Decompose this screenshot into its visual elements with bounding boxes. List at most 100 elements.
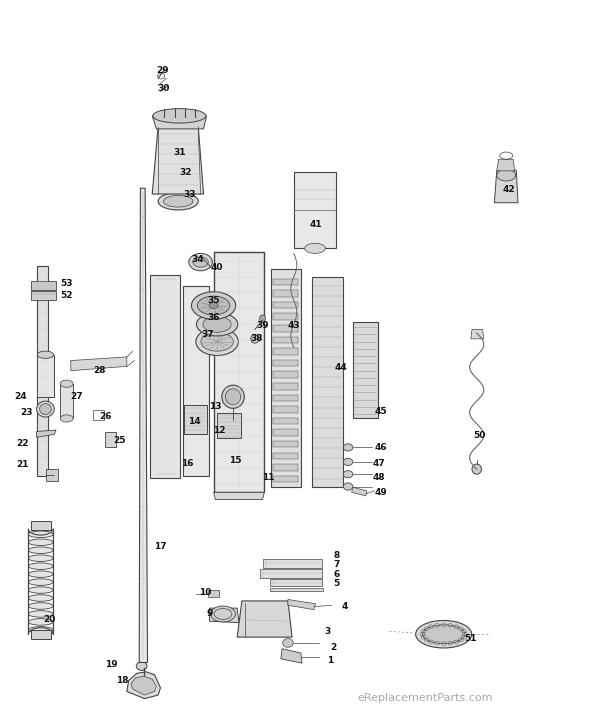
Bar [273, 441, 298, 447]
Ellipse shape [37, 351, 54, 358]
Text: 37: 37 [201, 330, 214, 339]
Text: 2: 2 [330, 644, 336, 652]
Polygon shape [150, 275, 180, 478]
Ellipse shape [422, 625, 465, 644]
Bar [273, 476, 298, 482]
Ellipse shape [343, 483, 353, 490]
Ellipse shape [163, 195, 193, 207]
Text: 50: 50 [473, 432, 485, 440]
Ellipse shape [251, 334, 259, 343]
Text: 22: 22 [16, 439, 29, 447]
Polygon shape [37, 266, 48, 476]
Ellipse shape [211, 606, 235, 622]
Polygon shape [214, 252, 264, 492]
Ellipse shape [153, 109, 206, 123]
Text: 49: 49 [374, 488, 387, 497]
Ellipse shape [343, 471, 353, 478]
Ellipse shape [28, 610, 53, 617]
Text: 9: 9 [206, 610, 212, 618]
Bar [60, 384, 73, 418]
Polygon shape [139, 188, 148, 662]
Ellipse shape [260, 315, 266, 322]
Ellipse shape [28, 571, 53, 578]
Polygon shape [71, 357, 127, 371]
Text: 52: 52 [60, 291, 73, 300]
Ellipse shape [189, 253, 212, 271]
Polygon shape [352, 487, 367, 496]
Ellipse shape [197, 296, 230, 315]
Text: 14: 14 [188, 417, 201, 426]
Polygon shape [209, 608, 239, 623]
Text: 40: 40 [211, 264, 224, 272]
Text: 18: 18 [116, 676, 129, 685]
Text: 24: 24 [14, 392, 27, 401]
Ellipse shape [136, 662, 147, 670]
Polygon shape [270, 579, 322, 586]
Text: 1: 1 [327, 656, 333, 665]
Text: 13: 13 [209, 403, 222, 411]
Bar [273, 348, 298, 355]
Polygon shape [260, 569, 322, 578]
Text: 11: 11 [262, 473, 275, 482]
Ellipse shape [28, 586, 53, 594]
Text: 21: 21 [16, 460, 29, 469]
Ellipse shape [415, 620, 472, 648]
Text: 12: 12 [213, 426, 226, 434]
Polygon shape [184, 405, 206, 434]
Text: 38: 38 [250, 334, 263, 343]
Polygon shape [353, 322, 378, 418]
Polygon shape [271, 269, 301, 487]
Text: 33: 33 [183, 190, 196, 198]
Bar [273, 418, 298, 424]
Bar [273, 383, 298, 390]
Polygon shape [263, 559, 322, 568]
Bar [273, 464, 298, 471]
Bar [273, 325, 298, 332]
Polygon shape [183, 286, 209, 476]
Text: eReplacementParts.com: eReplacementParts.com [357, 693, 493, 703]
Polygon shape [127, 672, 160, 699]
Polygon shape [131, 676, 156, 695]
Bar [31, 521, 51, 530]
Ellipse shape [191, 292, 235, 319]
Ellipse shape [28, 618, 53, 625]
Ellipse shape [28, 555, 53, 562]
Bar [31, 281, 56, 290]
Bar [273, 302, 298, 308]
Ellipse shape [28, 563, 53, 569]
Ellipse shape [343, 458, 353, 466]
Ellipse shape [196, 328, 238, 355]
Ellipse shape [158, 193, 198, 210]
Ellipse shape [193, 257, 208, 267]
Text: 31: 31 [173, 148, 186, 156]
Text: 20: 20 [43, 615, 55, 623]
Text: 39: 39 [256, 321, 269, 330]
Text: 32: 32 [179, 168, 192, 177]
Ellipse shape [203, 316, 231, 332]
Polygon shape [237, 601, 292, 637]
Ellipse shape [37, 401, 54, 417]
Polygon shape [37, 430, 56, 437]
Text: 16: 16 [181, 459, 194, 468]
Text: 46: 46 [374, 443, 387, 452]
Ellipse shape [343, 444, 353, 451]
Bar [273, 290, 298, 297]
Text: 30: 30 [158, 84, 170, 93]
Text: 35: 35 [207, 296, 220, 305]
Polygon shape [270, 588, 323, 591]
Polygon shape [471, 329, 484, 339]
Bar [294, 172, 336, 248]
Bar [273, 337, 298, 343]
Text: 42: 42 [502, 185, 515, 194]
Ellipse shape [28, 627, 53, 633]
Text: 44: 44 [335, 363, 348, 372]
Bar [105, 432, 116, 447]
Bar [273, 429, 298, 436]
Polygon shape [494, 170, 518, 203]
Polygon shape [312, 277, 343, 487]
Ellipse shape [225, 389, 241, 405]
Ellipse shape [497, 169, 516, 181]
Text: 25: 25 [113, 436, 126, 445]
Ellipse shape [201, 332, 233, 351]
Ellipse shape [28, 602, 53, 609]
